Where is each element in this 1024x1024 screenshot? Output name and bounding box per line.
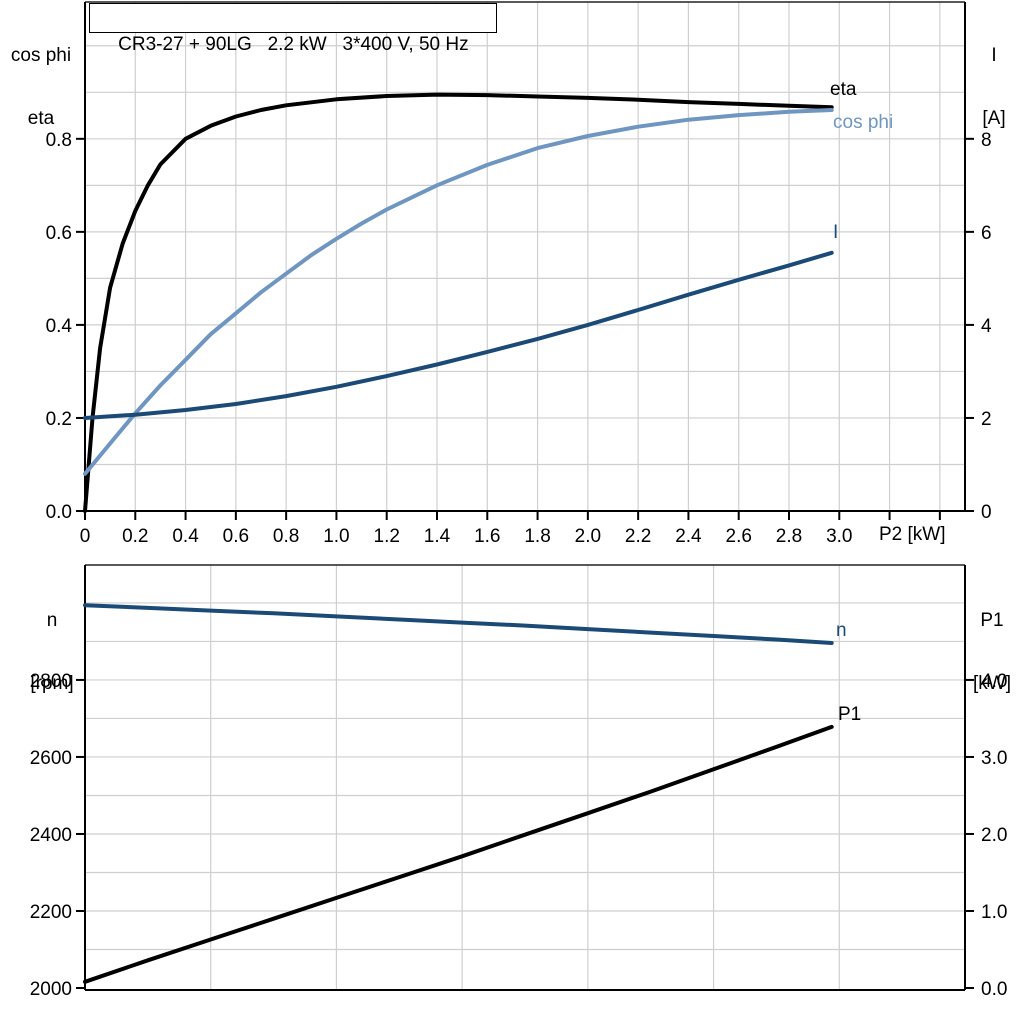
tick-label-x: 0.6: [223, 526, 249, 547]
tick-label-right: 0.0: [981, 979, 1007, 1000]
tick-label-x: 1.6: [474, 526, 500, 547]
speed-axis-label: n: [46, 610, 58, 631]
tick-label-x: 0.8: [273, 526, 299, 547]
tick-label-right: 3.0: [981, 748, 1007, 769]
series-I-label: I: [833, 222, 838, 243]
series-n-line: [83, 603, 834, 645]
tick-label-left: 2400: [30, 825, 72, 846]
tick-label-left: 2600: [30, 748, 72, 769]
series-I-line: [83, 250, 834, 420]
tick-label-right: 6: [981, 223, 992, 244]
eta-axis-label: eta: [27, 108, 55, 129]
tick-label-x: 2.6: [726, 526, 752, 547]
tick-label-x: 2.2: [625, 526, 651, 547]
x-axis-label: P2 [kW]: [879, 524, 946, 545]
rpm-unit-label: [rpm]: [30, 673, 74, 694]
series-eta-line: [83, 92, 834, 513]
series-cos-phi-line: [83, 108, 834, 476]
tick-label-left: 0.0: [46, 502, 72, 523]
tick-label-left: 0.8: [46, 130, 72, 151]
kw-unit-label: [kW]: [973, 673, 1011, 694]
tick-label-left: 0.6: [46, 223, 72, 244]
tick-label-x: 0: [80, 526, 91, 547]
right-axis-title-bottom: P1 [kW]: [962, 568, 1022, 736]
tick-label-x: 3.0: [826, 526, 852, 547]
chart-title-box: CR3-27 + 90LG 2.2 kW 3*400 V, 50 Hz: [89, 3, 497, 55]
tick-label-right: 2: [981, 409, 992, 430]
series-P1-label: P1: [838, 704, 861, 725]
left-axis-title-top: cos phi eta: [0, 3, 82, 171]
tick-label-right: 0: [981, 502, 992, 523]
cos-phi-axis-label: cos phi: [10, 45, 72, 66]
ampere-unit-label: [A]: [982, 108, 1006, 129]
left-axis-title-bottom: n [rpm]: [20, 568, 84, 736]
p1-axis-label: P1: [980, 610, 1004, 631]
tick-label-x: 2.0: [575, 526, 601, 547]
tick-label-x: 0.4: [172, 526, 199, 547]
tick-label-x: 2.4: [675, 526, 702, 547]
tick-label-x: 0.2: [122, 526, 148, 547]
right-axis-title-top: I [A]: [968, 3, 1020, 171]
tick-label-left: 0.4: [46, 316, 73, 337]
tick-label-left: 0.2: [46, 409, 72, 430]
tick-label-x: 1.4: [424, 526, 451, 547]
tick-label-right: 1.0: [981, 902, 1007, 923]
tick-label-left: 2200: [30, 902, 72, 923]
tick-label-x: 1.8: [524, 526, 550, 547]
current-axis-label: I: [991, 45, 997, 66]
tick-label-x: 2.8: [776, 526, 802, 547]
tick-label-right: 8: [981, 130, 992, 151]
tick-label-x: 1.0: [323, 526, 349, 547]
tick-label-right: 4.0: [981, 671, 1007, 692]
chart-title: CR3-27 + 90LG 2.2 kW 3*400 V, 50 Hz: [118, 34, 469, 55]
series-P1-line: [83, 724, 834, 984]
tick-label-right: 4: [981, 316, 992, 337]
tick-label-right: 2.0: [981, 825, 1007, 846]
series-eta-label: eta: [830, 79, 857, 100]
tick-label-x: 1.2: [374, 526, 400, 547]
motor-efficiency-chart: 0.0 0.2 0.4 0.6 0.8 0 2 4 6 8 0 0.2 0.4 0.6 0.8 1.0 1.2 1…: [46, 1, 992, 547]
series-n-label: n: [836, 620, 847, 641]
tick-label-left: 2800: [30, 671, 72, 692]
tick-label-left: 2000: [30, 979, 72, 1000]
speed-power-chart: 2000 2200 2400 2600 2800 0.0 1.0 2.0 3.0 4.0 n P1: [30, 564, 1007, 1000]
series-cos-phi-label: cos phi: [833, 112, 893, 133]
